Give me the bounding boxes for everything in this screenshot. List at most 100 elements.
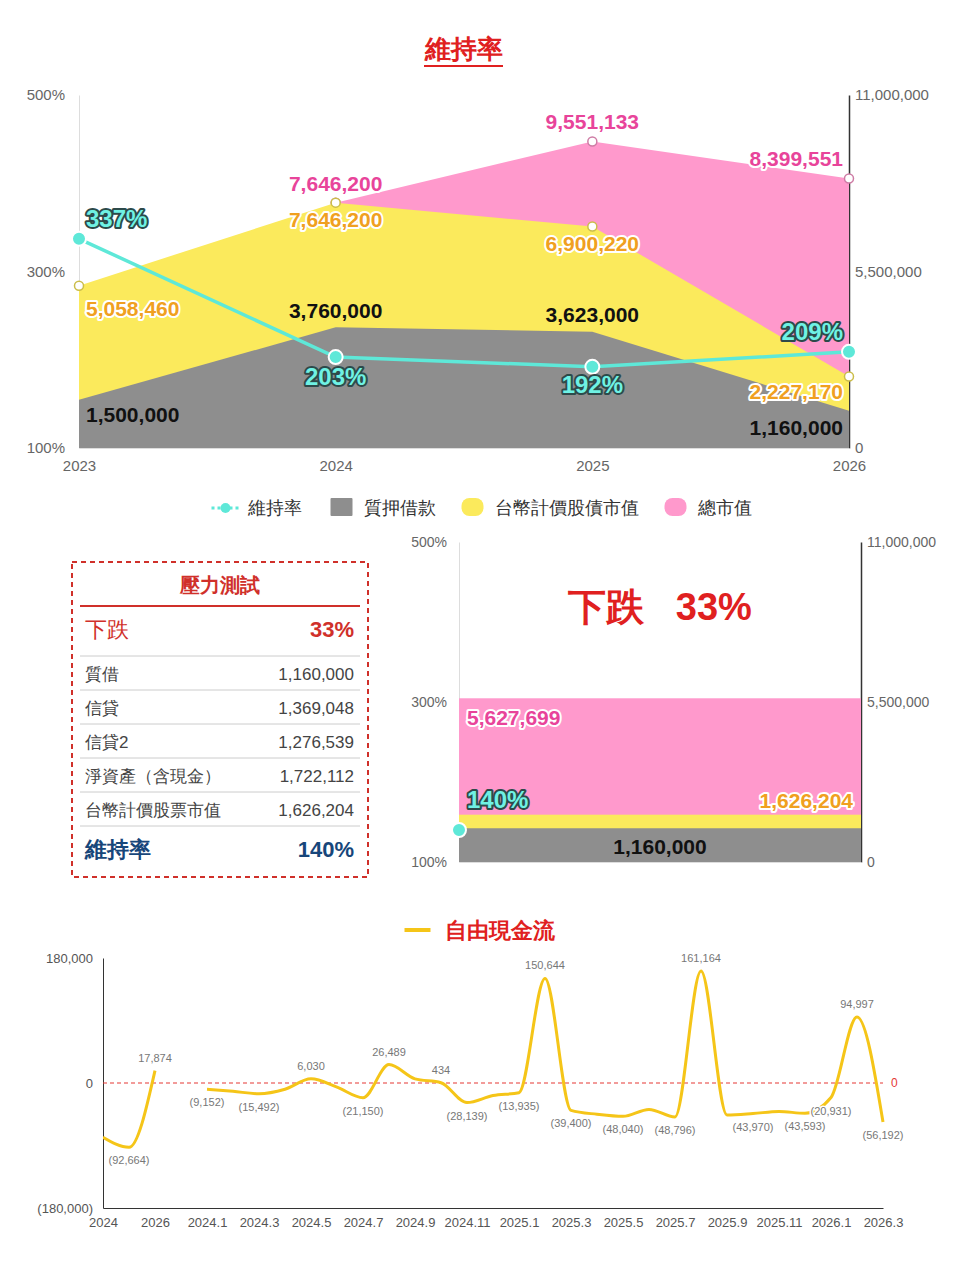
axis-line <box>80 448 850 449</box>
data-label: 203% <box>305 363 366 390</box>
table-cell: 1,160,000 <box>278 665 354 684</box>
tick-label: 2025 <box>576 457 609 474</box>
data-label: 5,627,699 <box>467 706 560 729</box>
tick: 2025.5 <box>604 1208 644 1230</box>
tick-label: 2025.3 <box>552 1215 592 1230</box>
data-label: (43,970) <box>733 1121 774 1133</box>
marker <box>588 137 597 146</box>
tick-label: 5,500,000 <box>867 694 929 710</box>
tick: 11,000,000 <box>849 86 929 103</box>
tick-label: 2023 <box>63 457 96 474</box>
tick: 2025.1 <box>500 1208 540 1230</box>
tick: 2026.1 <box>812 1208 852 1230</box>
chart-3: (180,000)0180,000202420262024.12024.3202… <box>37 918 903 1230</box>
tick-label: 300% <box>27 263 65 280</box>
y-axis: 100%300%500% <box>27 86 80 456</box>
data-label: 192% <box>562 371 623 398</box>
data-label: (48,040) <box>603 1123 644 1135</box>
tick-label: 2025.1 <box>500 1215 540 1230</box>
legend-item: 台幣計價股債市值 <box>462 498 639 518</box>
data-labels: 337%203%192%209%1,500,0003,760,0003,623,… <box>86 110 843 438</box>
data-label: (39,400) <box>551 1117 592 1129</box>
data-label: (13,935) <box>499 1100 540 1112</box>
table-title: 壓力測試 <box>179 574 260 596</box>
axis-line <box>104 1208 884 1209</box>
data-label: 5,058,460 <box>86 297 179 320</box>
tick: 2025.3 <box>552 1208 592 1230</box>
table-cell: 1,276,539 <box>278 733 354 752</box>
data-label: (15,492) <box>239 1101 280 1113</box>
data-labels: 140%1,160,0001,626,2045,627,699 <box>467 706 853 858</box>
table-separator <box>80 690 360 691</box>
table-cell: 140% <box>298 837 354 862</box>
tick-label: 100% <box>411 854 447 870</box>
tick: 2026 <box>141 1208 170 1230</box>
legend-item: 質押借款 <box>331 498 436 518</box>
plot-marks <box>72 137 856 448</box>
data-label: 26,489 <box>372 1046 406 1058</box>
data-label: (28,139) <box>447 1110 488 1122</box>
tick-label: (180,000) <box>37 1201 93 1216</box>
tick-label: 180,000 <box>46 951 93 966</box>
tick-label: 2026 <box>833 457 866 474</box>
tick: 11,000,000 <box>861 534 936 550</box>
table-rule <box>80 605 360 607</box>
tick: 2026.3 <box>864 1208 904 1230</box>
tick-label: 2024 <box>319 457 352 474</box>
tick-label: 0 <box>867 854 875 870</box>
table-separator <box>80 792 360 793</box>
tick: 2024.11 <box>444 1208 490 1230</box>
tick-label: 11,000,000 <box>867 534 936 550</box>
data-label: 209% <box>782 318 843 345</box>
x-axis: 202420262024.12024.32024.52024.72024.920… <box>89 1208 903 1230</box>
plot-marks <box>103 971 883 1147</box>
tick: 2024.9 <box>396 1208 436 1230</box>
tick: 2025.9 <box>708 1208 748 1230</box>
data-label: 1,626,204 <box>760 789 854 812</box>
data-label: 337% <box>86 205 147 232</box>
table-cell: 1,722,112 <box>280 767 354 786</box>
tick-label: 2026.1 <box>812 1215 852 1230</box>
table-cell: 1,369,048 <box>278 699 354 718</box>
legend-swatch <box>331 498 353 516</box>
marker <box>588 222 597 231</box>
data-label: 7,646,200 <box>289 172 382 195</box>
legend-item: 總市值 <box>665 498 752 518</box>
legend-label: 總市值 <box>697 498 752 518</box>
tick-label: 11,000,000 <box>855 86 929 103</box>
tick-label: 2026 <box>141 1215 170 1230</box>
legend-item: 自由現金流 <box>405 918 556 943</box>
tick-label: 2024.11 <box>444 1215 490 1230</box>
tick: 2025 <box>576 448 609 474</box>
tick: 2024 <box>89 1208 118 1230</box>
tick: 2024.3 <box>240 1208 280 1230</box>
legend-label: 質押借款 <box>364 498 436 518</box>
area <box>459 698 861 862</box>
area <box>79 203 849 448</box>
legend-swatch <box>221 503 231 513</box>
legend-swatch <box>405 928 431 932</box>
legend-item: 維持率 <box>212 498 302 518</box>
tick: 500% <box>27 86 79 103</box>
tick: (180,000) <box>37 1201 103 1216</box>
axis-line <box>460 862 862 863</box>
table-separator <box>80 758 360 759</box>
table-cell: 信貸2 <box>85 733 128 752</box>
data-label: 150,644 <box>525 959 565 971</box>
tick-label: 2024.9 <box>396 1215 436 1230</box>
data-label: 3,623,000 <box>546 303 639 326</box>
legend-label: 台幣計價股債市值 <box>495 498 639 518</box>
data-label: 7,646,200 <box>289 208 382 231</box>
table-cell: 維持率 <box>84 837 151 862</box>
data-label: (9,152) <box>190 1096 225 1108</box>
tick: 5,500,000 <box>861 694 929 710</box>
tick-label: 0 <box>86 1076 93 1091</box>
tick-label: 2025.11 <box>756 1215 802 1230</box>
tick: 0 <box>86 1076 103 1091</box>
table-separator <box>80 656 360 657</box>
data-label: 3,760,000 <box>289 299 382 322</box>
tick-label: 2025.7 <box>656 1215 696 1230</box>
marker <box>452 823 466 837</box>
tick-label: 2024 <box>89 1215 118 1230</box>
marker <box>842 345 856 359</box>
